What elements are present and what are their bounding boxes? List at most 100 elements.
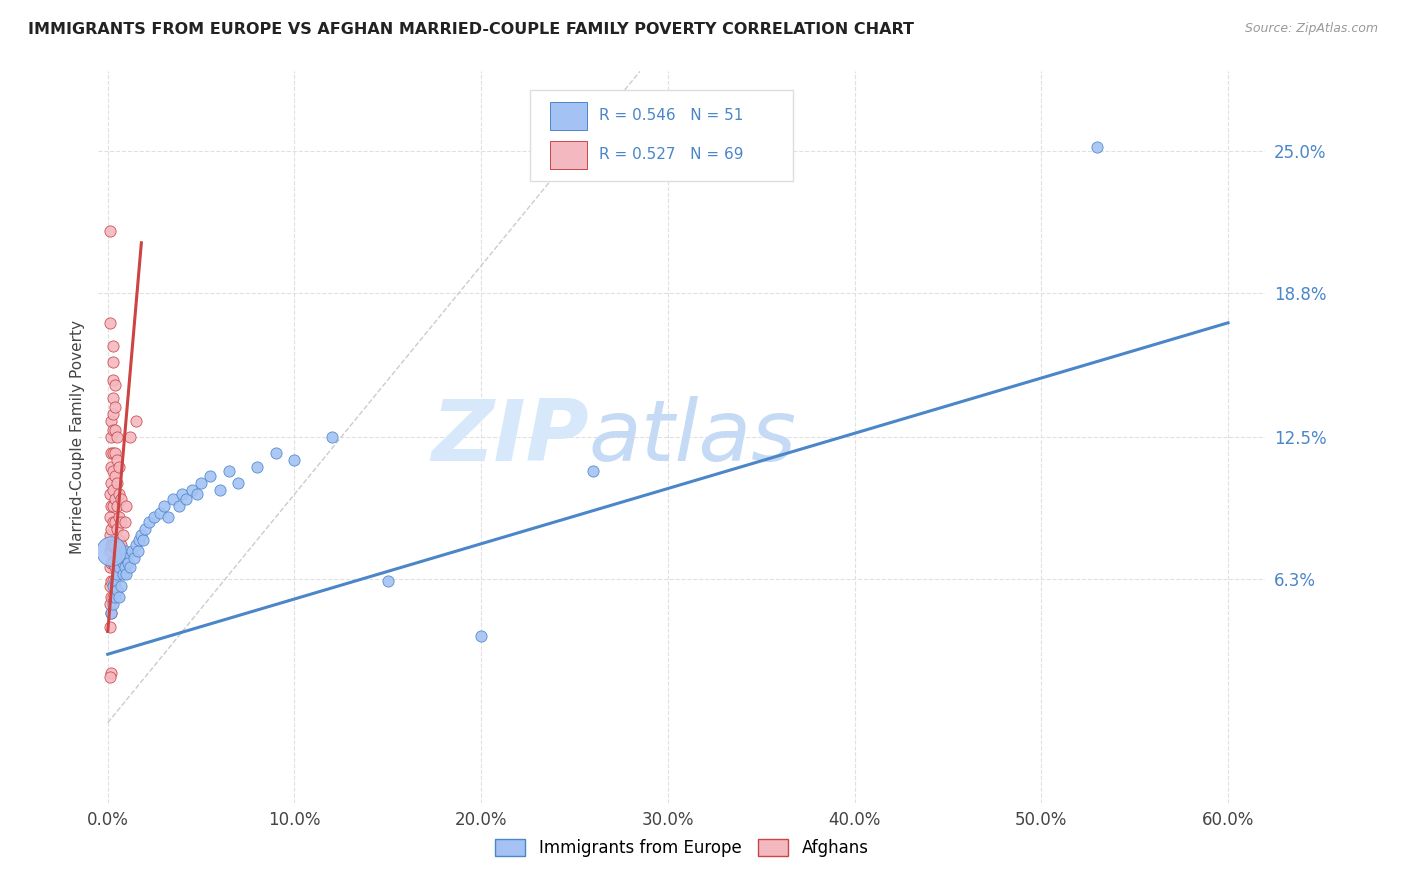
Point (120, 560, 142, 574)
Point (100, 430, 122, 444)
Point (103, 579, 125, 593)
Point (111, 556, 134, 570)
Point (105, 453, 128, 467)
Point (103, 407, 125, 421)
Point (208, 483, 231, 497)
Point (200, 469, 222, 483)
Point (100, 590, 122, 604)
Point (98, 579, 121, 593)
Point (125, 414, 148, 428)
Text: IMMIGRANTS FROM EUROPE VS AFGHAN MARRIED-COUPLE FAMILY POVERTY CORRELATION CHART: IMMIGRANTS FROM EUROPE VS AFGHAN MARRIED… (28, 22, 914, 37)
Point (104, 574, 127, 588)
Point (120, 430, 142, 444)
Point (131, 528, 153, 542)
Point (121, 544, 143, 558)
Point (100, 475, 122, 490)
Point (105, 544, 128, 558)
Point (110, 515, 132, 529)
Point (103, 590, 125, 604)
Point (174, 491, 197, 506)
Point (103, 556, 125, 570)
Text: atlas: atlas (589, 395, 797, 479)
Point (470, 629, 492, 643)
Point (377, 574, 399, 588)
Point (105, 475, 128, 490)
Point (110, 537, 132, 551)
Point (228, 475, 250, 490)
Point (103, 597, 125, 611)
Point (105, 521, 128, 535)
Point (103, 446, 125, 460)
Point (143, 510, 166, 524)
Point (100, 414, 122, 428)
Point (115, 499, 138, 513)
Point (98, 597, 121, 611)
Point (100, 537, 122, 551)
Point (114, 544, 136, 558)
Point (104, 446, 127, 460)
Point (108, 510, 131, 524)
Point (108, 556, 131, 570)
Point (100, 665, 122, 680)
Point (108, 533, 131, 547)
Point (100, 459, 122, 474)
Point (321, 430, 343, 444)
Point (108, 459, 131, 474)
Point (172, 487, 194, 501)
Point (1085, 140, 1108, 154)
Text: Source: ZipAtlas.com: Source: ZipAtlas.com (1244, 22, 1378, 36)
Point (115, 567, 138, 582)
Point (104, 469, 127, 483)
Point (105, 499, 128, 513)
Point (105, 567, 128, 582)
Point (110, 551, 132, 566)
Point (100, 556, 122, 570)
Point (122, 551, 145, 566)
FancyBboxPatch shape (550, 141, 588, 169)
Point (100, 446, 122, 460)
Point (98, 487, 121, 501)
Point (103, 391, 125, 405)
Point (283, 453, 305, 467)
Point (115, 551, 138, 566)
Point (180, 483, 202, 497)
Point (162, 491, 184, 506)
Point (110, 579, 132, 593)
Point (104, 491, 127, 506)
Point (152, 499, 174, 513)
FancyBboxPatch shape (530, 90, 793, 181)
Point (103, 464, 125, 478)
Point (98, 316, 121, 330)
Point (98, 528, 121, 542)
Point (100, 521, 122, 535)
Point (156, 510, 179, 524)
Point (103, 483, 125, 497)
Point (108, 560, 131, 574)
Point (103, 537, 125, 551)
Point (100, 606, 122, 620)
Text: ZIP: ZIP (430, 395, 589, 479)
Point (103, 574, 125, 588)
Point (149, 506, 172, 520)
Point (218, 464, 240, 478)
Point (103, 499, 125, 513)
Point (167, 499, 190, 513)
Legend: Immigrants from Europe, Afghans: Immigrants from Europe, Afghans (489, 832, 875, 864)
Point (128, 533, 150, 547)
Text: R = 0.546   N = 51: R = 0.546 N = 51 (599, 109, 744, 123)
Point (264, 446, 287, 460)
Point (111, 567, 134, 582)
Point (110, 491, 132, 506)
Point (100, 574, 122, 588)
Point (114, 560, 136, 574)
Point (98, 224, 121, 238)
Point (100, 499, 122, 513)
Point (104, 590, 127, 604)
Point (114, 515, 136, 529)
Point (108, 590, 131, 604)
Point (104, 579, 127, 593)
Point (582, 464, 605, 478)
Point (105, 583, 128, 598)
Point (132, 533, 155, 547)
Point (190, 475, 212, 490)
